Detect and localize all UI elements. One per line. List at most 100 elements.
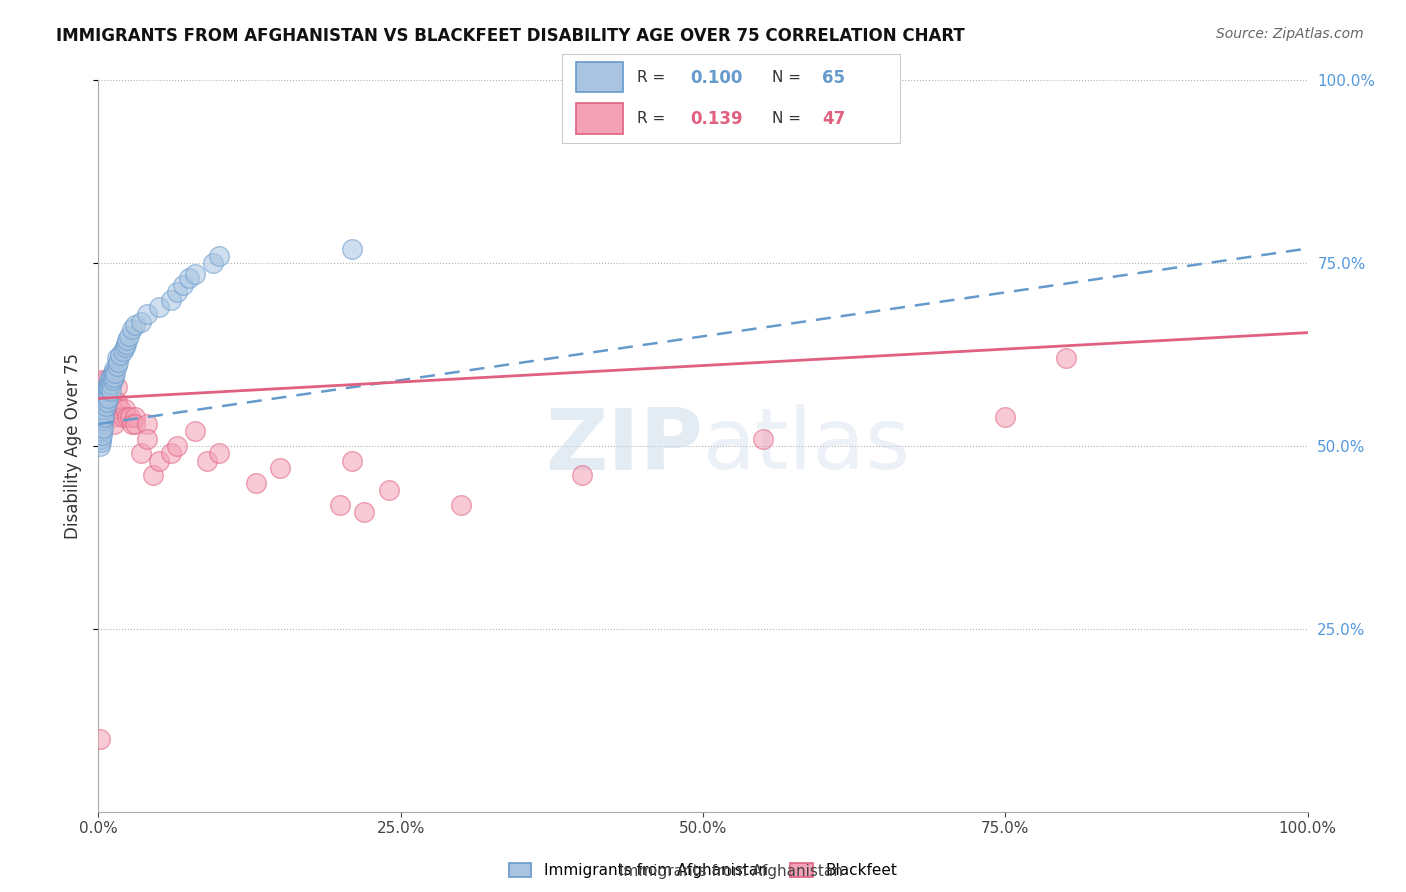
- Point: [90, 409, 112, 424]
- Point: [90, 432, 112, 446]
- Point: [208, 249, 231, 263]
- Point: [179, 270, 201, 285]
- Text: R =: R =: [637, 112, 665, 126]
- Point: [90, 399, 112, 413]
- Point: [111, 343, 134, 358]
- Point: [100, 395, 122, 409]
- Point: [93, 409, 115, 424]
- Point: [93, 402, 115, 417]
- Point: [101, 366, 124, 380]
- Text: Source: ZipAtlas.com: Source: ZipAtlas.com: [1216, 27, 1364, 41]
- Point: [100, 376, 122, 391]
- Point: [96, 395, 118, 409]
- Point: [571, 468, 593, 483]
- Point: [90, 388, 112, 402]
- Point: [97, 392, 120, 406]
- Text: 0.100: 0.100: [690, 69, 742, 87]
- Point: [124, 318, 146, 333]
- Point: [93, 388, 115, 402]
- Point: [111, 409, 134, 424]
- Point: [101, 409, 124, 424]
- Point: [90, 425, 112, 439]
- Point: [97, 395, 120, 409]
- Point: [108, 347, 131, 362]
- Point: [129, 446, 152, 460]
- Text: R =: R =: [637, 70, 665, 85]
- Point: [105, 395, 128, 409]
- Text: 65: 65: [823, 69, 845, 87]
- Point: [124, 409, 146, 424]
- Point: [118, 329, 141, 343]
- Point: [105, 380, 128, 394]
- Point: [117, 409, 139, 424]
- Point: [135, 432, 157, 446]
- Point: [135, 307, 157, 321]
- Point: [101, 373, 124, 387]
- Point: [98, 380, 121, 394]
- Text: 47: 47: [823, 110, 845, 128]
- Point: [103, 362, 125, 376]
- Point: [160, 293, 183, 307]
- Point: [91, 402, 114, 417]
- Point: [91, 373, 114, 387]
- Point: [100, 369, 122, 384]
- Point: [94, 399, 117, 413]
- Point: [104, 366, 127, 380]
- Point: [91, 395, 114, 409]
- Point: [94, 384, 117, 399]
- Point: [166, 439, 188, 453]
- Point: [105, 359, 128, 373]
- Point: [93, 395, 115, 409]
- Point: [172, 278, 194, 293]
- Point: [94, 392, 117, 406]
- Point: [97, 384, 120, 399]
- Bar: [576, 103, 623, 134]
- Point: [752, 432, 775, 446]
- Point: [184, 267, 207, 281]
- Point: [118, 409, 141, 424]
- Point: [89, 406, 111, 420]
- Point: [93, 380, 115, 394]
- Point: [97, 376, 120, 391]
- Point: [93, 395, 115, 409]
- Bar: [576, 62, 623, 92]
- Point: [160, 446, 183, 460]
- Point: [450, 498, 472, 512]
- Point: [342, 242, 364, 256]
- Point: [91, 425, 114, 439]
- Text: IMMIGRANTS FROM AFGHANISTAN VS BLACKFEET DISABILITY AGE OVER 75 CORRELATION CHAR: IMMIGRANTS FROM AFGHANISTAN VS BLACKFEET…: [56, 27, 965, 45]
- Point: [117, 333, 139, 347]
- Point: [148, 453, 170, 467]
- Point: [90, 435, 112, 450]
- Point: [195, 453, 218, 467]
- Text: 0.139: 0.139: [690, 110, 744, 128]
- Point: [166, 285, 188, 300]
- Y-axis label: Disability Age Over 75: Disability Age Over 75: [65, 353, 83, 539]
- Point: [114, 340, 136, 354]
- Point: [114, 402, 136, 417]
- Point: [184, 425, 207, 439]
- Point: [103, 417, 125, 431]
- Point: [94, 388, 117, 402]
- Point: [353, 505, 375, 519]
- Point: [91, 417, 114, 431]
- Point: [98, 373, 121, 387]
- Point: [142, 468, 165, 483]
- Point: [91, 428, 114, 442]
- Point: [994, 409, 1017, 424]
- Point: [89, 432, 111, 446]
- Point: [129, 315, 152, 329]
- Text: ZIP: ZIP: [546, 404, 703, 488]
- Point: [91, 421, 114, 435]
- Point: [208, 446, 231, 460]
- Point: [91, 388, 114, 402]
- Point: [89, 417, 111, 431]
- Point: [91, 399, 114, 413]
- Text: N =: N =: [772, 112, 800, 126]
- Point: [89, 439, 111, 453]
- Point: [124, 417, 146, 431]
- Legend: Immigrants from Afghanistan, Blackfeet: Immigrants from Afghanistan, Blackfeet: [502, 857, 904, 885]
- Point: [329, 498, 352, 512]
- Point: [89, 731, 111, 746]
- Point: [94, 373, 117, 387]
